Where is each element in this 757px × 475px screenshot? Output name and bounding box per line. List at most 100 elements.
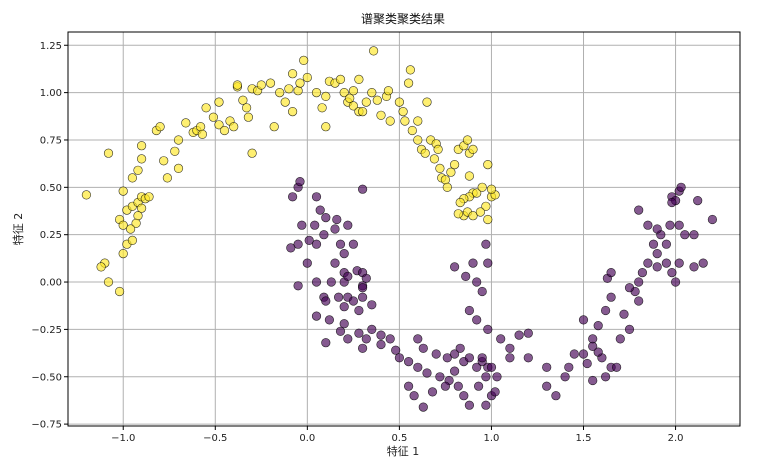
cluster-1-point [446,167,456,177]
cluster-0-point [634,277,644,287]
cluster-1-point [118,249,128,259]
cluster-0-point [578,315,589,325]
cluster-0-point [490,387,500,397]
cluster-1-point [173,163,184,173]
cluster-1-point [131,218,141,228]
cluster-1-point [354,74,364,84]
cluster-0-point [450,262,460,272]
cluster-0-point [667,268,677,278]
cluster-0-point [551,391,561,401]
cluster-0-point [339,302,349,312]
cluster-0-point [413,334,423,344]
cluster-1-point [486,184,497,194]
x-tick-label: −1.0 [111,433,135,444]
cluster-1-point [256,80,266,90]
grid-lines [68,32,740,426]
cluster-0-point [514,330,524,340]
cluster-0-point [288,192,298,202]
y-tick-label: 1.25 [40,41,62,52]
x-tick-label: 2.0 [668,433,684,444]
cluster-0-point [343,334,353,344]
cluster-0-point [335,326,346,336]
cluster-0-point [615,334,625,344]
cluster-0-point [358,184,368,194]
plot-area-frame [67,31,741,427]
x-tick-label: 1.0 [483,433,499,444]
cluster-0-point [293,239,303,249]
cluster-0-point [600,305,611,316]
cluster-1-point [232,80,242,90]
cluster-0-point [593,321,603,331]
cluster-0-point [348,239,359,249]
cluster-0-point [348,296,359,306]
cluster-0-point [310,220,320,230]
cluster-0-point [643,258,653,268]
chart-title: 谱聚类聚类结果 [361,12,445,26]
cluster-0-point [477,353,487,363]
cluster-1-point [339,87,349,98]
cluster-0-point [295,177,305,187]
cluster-0-point [477,286,487,297]
cluster-0-point [474,381,484,391]
cluster-0-point [468,258,478,268]
cluster-1-point [162,173,172,183]
cluster-1-point [345,93,355,103]
cluster-1-point [435,163,445,173]
y-tick-label: 0.50 [40,183,62,194]
cluster-1-points [81,46,500,297]
cluster-1-point [127,235,137,245]
cluster-1-point [208,112,218,122]
cluster-0-point [459,391,469,401]
cluster-0-point [311,311,322,321]
cluster-1-point [243,112,253,122]
cluster-0-point [361,334,371,344]
cluster-0-point [461,271,471,282]
cluster-0-point [367,324,377,335]
cluster-0-point [637,268,648,278]
cluster-0-point [343,220,353,230]
cluster-0-point [624,283,635,293]
cluster-0-point [652,262,662,272]
cluster-0-point [643,220,653,230]
cluster-1-point [311,87,322,98]
cluster-0-point [311,239,322,249]
cluster-0-point [330,224,340,234]
cluster-1-point [265,78,276,88]
cluster-0-point [674,258,684,268]
cluster-1-point [219,125,230,136]
cluster-1-point [405,65,416,75]
cluster-0-point [619,309,629,319]
cluster-0-point [453,381,463,391]
cluster-0-point [304,235,314,245]
cluster-0-point [652,249,662,259]
cluster-0-point [339,249,349,259]
cluster-1-point [413,116,423,126]
cluster-1-point [155,122,165,132]
cluster-0-point [707,214,718,225]
cluster-0-point [358,292,368,302]
cluster-0-point [648,239,659,249]
x-tick-label: −0.5 [203,433,227,444]
cluster-0-point [442,353,452,363]
cluster-1-point [196,122,206,132]
cluster-0-point [302,258,312,268]
cluster-0-point [674,220,684,230]
cluster-1-point [103,148,114,158]
cluster-0-point [492,372,502,382]
cluster-0-point [481,400,491,410]
cluster-0-point [361,273,371,283]
cluster-0-point [376,330,386,340]
cluster-0-point [427,387,438,397]
cluster-1-point [442,182,452,192]
cluster-0-point [472,277,482,287]
y-tick-label: 0.00 [40,278,62,289]
y-tick-label: −0.50 [31,372,62,383]
cluster-1-point [288,106,298,117]
cluster-1-point [481,201,491,211]
cluster-0-point [676,182,686,192]
y-axis: −0.75 −0.50 −0.25 0.00 0.25 0.50 0.75 1.00 1.25 [31,41,68,431]
cluster-1-point [348,86,359,96]
y-tick-label: 1.00 [40,88,62,99]
cluster-0-point [523,353,533,363]
